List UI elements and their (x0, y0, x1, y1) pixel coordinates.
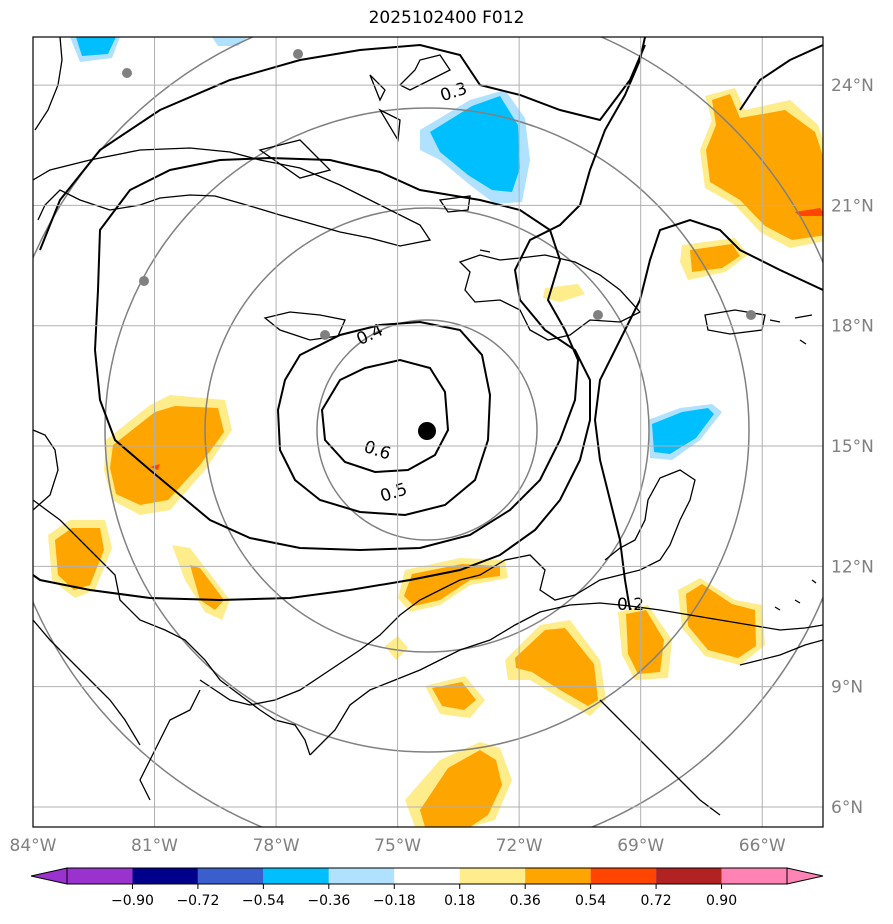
colorbar-bin (132, 868, 198, 884)
colorbar-frame (66, 867, 788, 885)
station-dot (139, 276, 149, 286)
lon-tick-label: 72°W (496, 836, 543, 856)
lat-tick-label: 18°N (831, 317, 874, 337)
contour-line-east (739, 44, 823, 111)
range-rings (33, 37, 823, 827)
latitude-tick-labels: 24°N 21°N 18°N 15°N 12°N 9°N 6°N (831, 76, 874, 818)
figure-title: 2025102400 F012 (368, 8, 525, 28)
colorbar-label: −0.54 (242, 893, 285, 909)
colorbar-bin (328, 868, 395, 884)
colorbar-bin (459, 868, 526, 884)
contour-line-0-2 (593, 218, 823, 611)
shading-layer (48, 37, 823, 827)
positive-patch (686, 584, 756, 658)
coastline-hispaniola (458, 254, 642, 341)
range-ring (316, 319, 538, 541)
longitude-tick-labels: 84°W 81°W 78°W 75°W 72°W 69°W 66°W (10, 836, 786, 856)
coastline-cuba (33, 147, 432, 247)
colorbar-label: 0.18 (444, 893, 475, 909)
station-dot (746, 310, 756, 320)
colorbar-label: −0.18 (373, 893, 416, 909)
lon-tick-label: 81°W (131, 836, 178, 856)
positive-patch (690, 244, 740, 272)
colorbar-bin (656, 868, 722, 884)
positive-patch (110, 406, 224, 505)
contour-label: 0.2 (617, 595, 644, 615)
positive-patch (55, 528, 104, 590)
colorbar-label: 0.90 (706, 893, 737, 909)
colorbar-label: 0.36 (510, 893, 541, 909)
lat-tick-label: 9°N (831, 678, 863, 698)
colorbar-bin (721, 868, 787, 884)
negative-patch (76, 37, 116, 56)
range-ring (204, 207, 650, 653)
contour-line-0-5 (276, 320, 492, 517)
lat-tick-label: 21°N (831, 196, 874, 216)
colorbar-bin (525, 868, 591, 884)
colorbar-label: −0.90 (111, 893, 154, 909)
colorbar-extend-max (786, 867, 824, 885)
lat-tick-label: 24°N (831, 76, 874, 96)
lat-tick-label: 15°N (831, 437, 874, 457)
coastline-bahamas (258, 54, 471, 213)
coastline-lesser-antilles (774, 579, 817, 611)
lon-tick-label: 69°W (617, 836, 664, 856)
colorbar-extend-min (30, 867, 68, 885)
positive-patch (385, 636, 408, 660)
colorbar-bin (67, 868, 133, 884)
colorbar-bin (590, 868, 657, 884)
colorbar-bin (394, 868, 460, 884)
coastline-jamaica (263, 311, 346, 341)
colorbar: −0.90 −0.72 −0.54 −0.36 −0.18 0.18 0.36 0.54 0.7… (30, 867, 824, 909)
lon-tick-label: 84°W (10, 836, 57, 856)
plot-frame (32, 36, 824, 828)
coastline-islands (479, 249, 813, 345)
positive-patch (432, 682, 476, 710)
lon-tick-label: 66°W (739, 836, 786, 856)
positive-patch (795, 208, 823, 216)
positive-patch (543, 284, 585, 302)
station-dot (293, 49, 303, 59)
negative-patch (430, 96, 520, 192)
station-dot (122, 68, 132, 78)
positive-patch (190, 565, 224, 610)
colorbar-label: 0.72 (641, 893, 672, 909)
colorbar-bin (197, 868, 264, 884)
contour-line-0-3 (33, 37, 646, 602)
lat-tick-label: 12°N (831, 557, 874, 577)
colorbar-label: 0.54 (575, 893, 606, 909)
gridlines (33, 37, 823, 827)
negative-patch (652, 408, 714, 454)
positive-patch (420, 750, 502, 827)
colorbar-label: −0.72 (176, 893, 219, 909)
lon-tick-label: 78°W (253, 836, 300, 856)
station-dot (320, 330, 330, 340)
lon-tick-label: 75°W (374, 836, 421, 856)
range-ring (104, 107, 750, 753)
contour-line-0-6 (320, 358, 450, 474)
colorbar-label: −0.36 (307, 893, 350, 909)
station-dot (593, 310, 603, 320)
colorbar-bin (263, 868, 329, 884)
coastline-central-america (33, 429, 696, 801)
station-markers (122, 49, 756, 340)
storm-center-marker (418, 422, 436, 440)
lat-tick-label: 6°N (831, 798, 863, 818)
